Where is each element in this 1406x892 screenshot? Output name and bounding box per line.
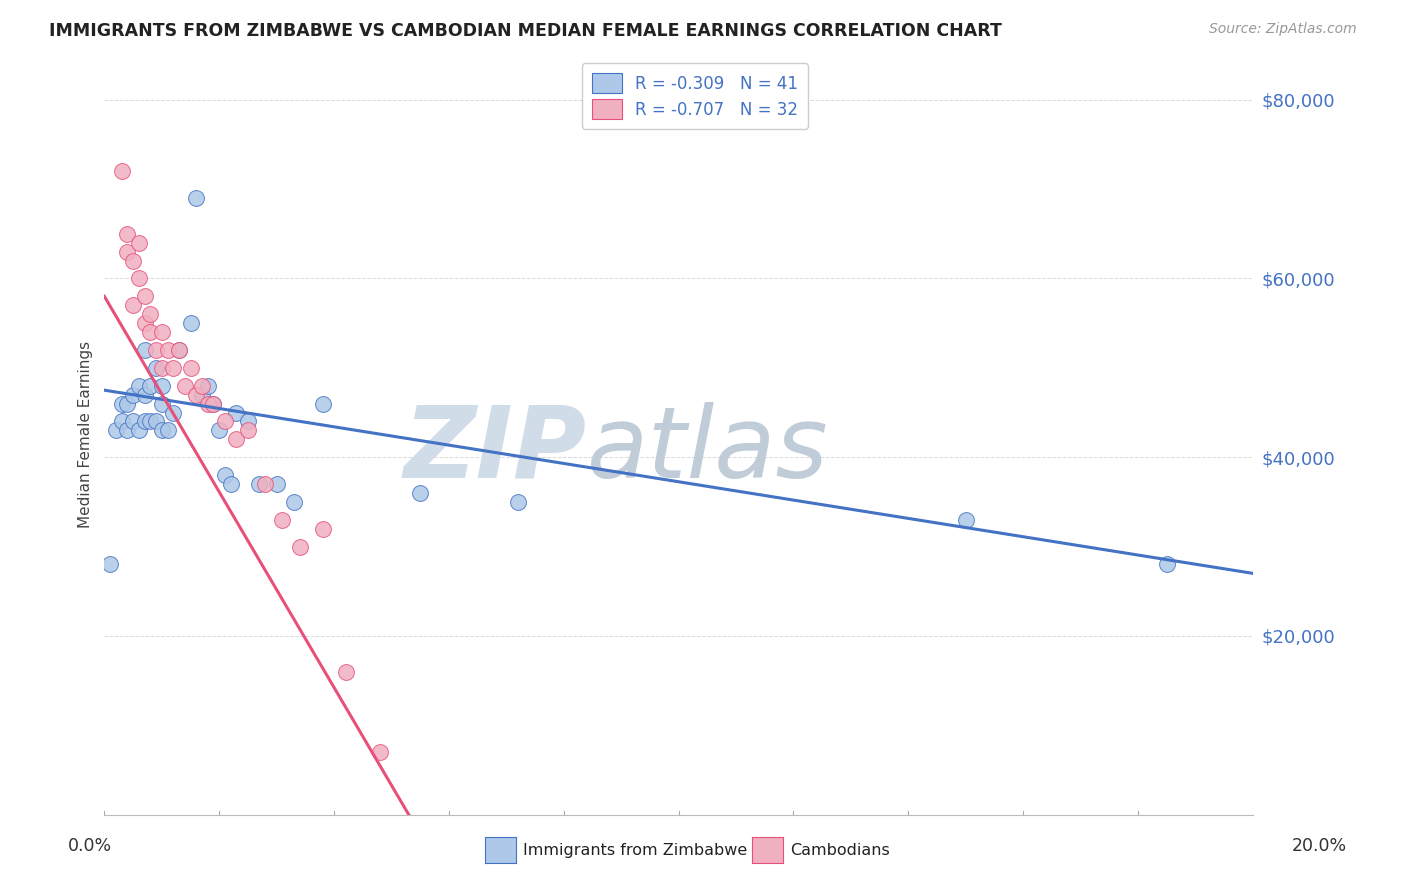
Point [145, 360, 167, 375]
Point [219, 477, 242, 491]
Point [197, 396, 219, 410]
Point [122, 414, 145, 428]
Point [368, 745, 391, 759]
Point [150, 360, 173, 375]
Point [236, 423, 259, 437]
Point [156, 423, 179, 437]
Point [117, 244, 139, 259]
Point [197, 378, 219, 392]
Point [98, 558, 121, 572]
Point [145, 343, 167, 357]
Point [122, 387, 145, 401]
Point [134, 316, 156, 330]
Text: IMMIGRANTS FROM ZIMBABWE VS CAMBODIAN MEDIAN FEMALE EARNINGS CORRELATION CHART: IMMIGRANTS FROM ZIMBABWE VS CAMBODIAN ME… [49, 22, 1002, 40]
Point [139, 378, 162, 392]
Text: atlas: atlas [586, 401, 828, 499]
Point [191, 378, 214, 392]
Point [104, 423, 127, 437]
Text: Source: ZipAtlas.com: Source: ZipAtlas.com [1209, 22, 1357, 37]
Point [110, 414, 132, 428]
Point [214, 414, 236, 428]
Point [110, 164, 132, 178]
Point [186, 387, 208, 401]
Point [162, 405, 184, 419]
Point [236, 414, 259, 428]
Point [150, 423, 173, 437]
Point [150, 325, 173, 339]
Point [955, 513, 977, 527]
Point [173, 378, 195, 392]
Point [128, 235, 150, 250]
Point [335, 665, 357, 679]
Point [117, 227, 139, 241]
Point [167, 343, 190, 357]
Point [311, 522, 333, 536]
Point [117, 423, 139, 437]
Text: 0.0%: 0.0% [67, 837, 111, 855]
Point [128, 378, 150, 392]
Point [506, 495, 529, 509]
Text: Immigrants from Zimbabwe: Immigrants from Zimbabwe [523, 843, 747, 857]
Point [134, 289, 156, 303]
Y-axis label: Median Female Earnings: Median Female Earnings [79, 342, 93, 528]
Point [150, 378, 173, 392]
Point [150, 396, 173, 410]
Point [122, 253, 145, 268]
Text: 20.0%: 20.0% [1292, 837, 1347, 855]
Point [311, 396, 333, 410]
Point [110, 396, 132, 410]
Point [122, 298, 145, 312]
Point [128, 271, 150, 285]
Point [283, 495, 305, 509]
Point [128, 423, 150, 437]
Point [288, 540, 311, 554]
Point [186, 191, 208, 205]
Point [1156, 558, 1178, 572]
Point [156, 343, 179, 357]
Point [134, 387, 156, 401]
Point [139, 325, 162, 339]
Point [167, 343, 190, 357]
Legend: R = -0.309   N = 41, R = -0.707   N = 32: R = -0.309 N = 41, R = -0.707 N = 32 [582, 63, 808, 128]
Point [162, 360, 184, 375]
Point [134, 343, 156, 357]
Text: Cambodians: Cambodians [790, 843, 890, 857]
Point [191, 387, 214, 401]
Point [134, 414, 156, 428]
Text: ZIP: ZIP [404, 401, 586, 499]
Point [214, 468, 236, 483]
Point [202, 396, 225, 410]
Point [266, 477, 288, 491]
Point [179, 316, 201, 330]
Point [271, 513, 294, 527]
Point [247, 477, 270, 491]
Point [409, 486, 432, 500]
Point [145, 414, 167, 428]
Point [117, 396, 139, 410]
Point [179, 360, 201, 375]
Point [208, 423, 231, 437]
Point [139, 414, 162, 428]
Point [225, 405, 247, 419]
Point [225, 433, 247, 447]
Point [202, 396, 225, 410]
Point [254, 477, 277, 491]
Point [139, 307, 162, 321]
